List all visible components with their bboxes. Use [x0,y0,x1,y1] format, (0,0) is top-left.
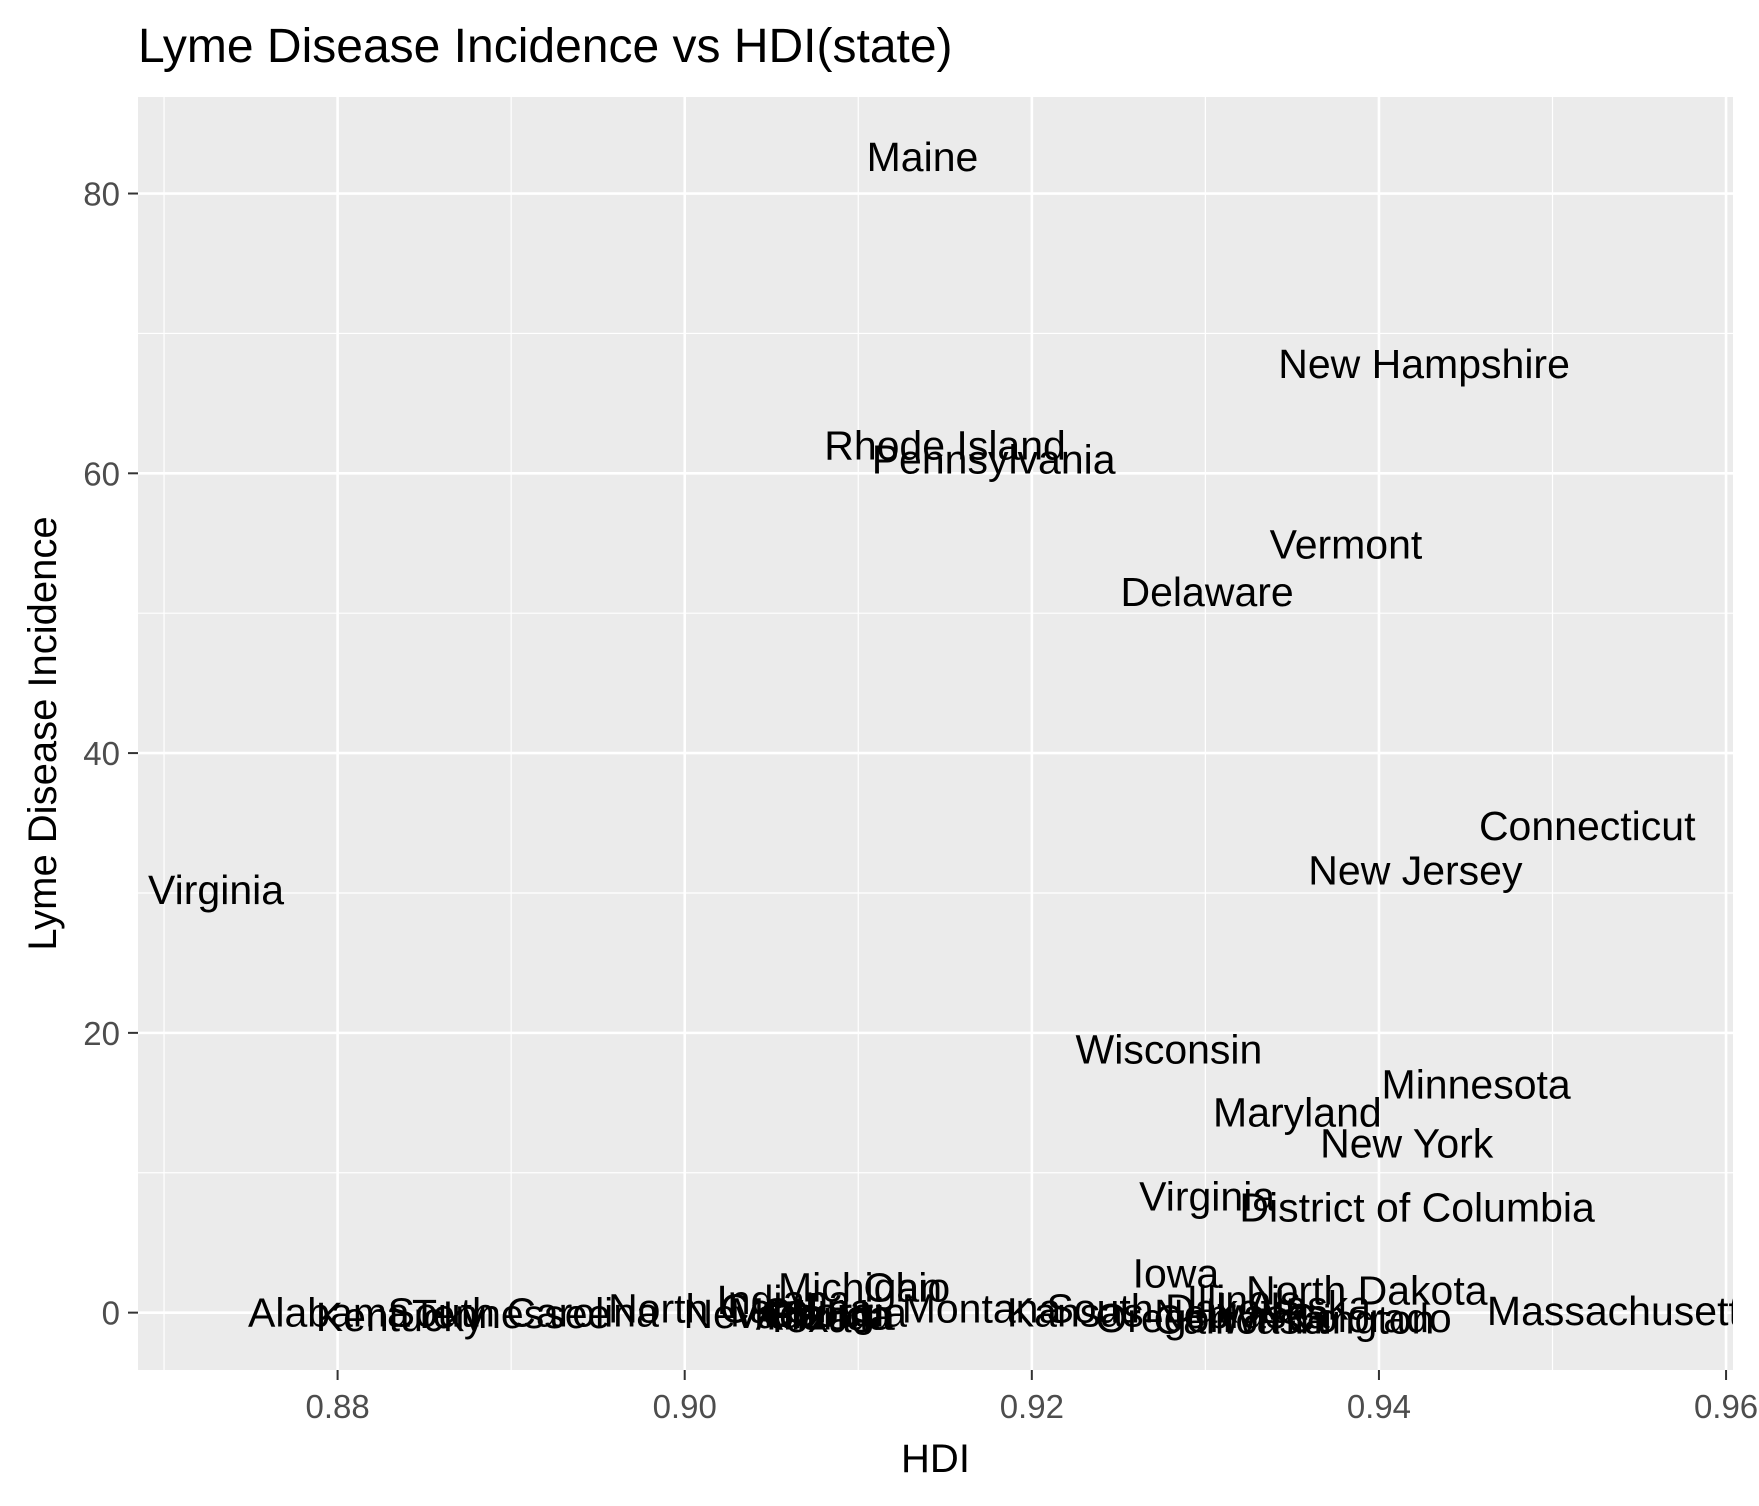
y-axis-title: Lyme Disease Incidence [21,516,65,950]
point-label: Ohio [864,1264,951,1310]
plot-panel [138,97,1733,1370]
point-label: West Virginia [44,867,284,913]
point-label: South Carolina [388,1290,659,1336]
point-label: North Dakota [1246,1267,1488,1313]
grid-lines [138,97,1733,1370]
y-tick-label: 0 [102,1295,120,1332]
point-label: South Dakota [1046,1285,1295,1331]
y-tick-label: 60 [83,455,120,492]
point-label: Maryland [1213,1090,1382,1136]
point-label: Nebraska [1154,1291,1330,1337]
point-label: Michigan [778,1264,942,1310]
point-label: Pennsylvania [872,436,1116,482]
x-tick-label: 0.92 [1000,1388,1064,1425]
y-tick-label: 40 [83,735,120,772]
y-tick-label: 20 [83,1015,120,1052]
y-tick-label: 80 [83,176,120,213]
point-label: Wisconsin [1076,1027,1263,1073]
point-label: Missouri [730,1290,883,1336]
x-tick-label: 0.88 [305,1388,369,1425]
point-label: Alaska [1248,1283,1371,1329]
point-label: Rhode Island [824,422,1066,468]
point-label: Kentucky [316,1294,485,1340]
point-label: Connecticut [1479,803,1696,849]
point-label: District of Columbia [1239,1185,1595,1231]
point-label: Texas [765,1295,872,1341]
point-label: Minnesota [1382,1062,1571,1108]
point-label: Nevada [683,1291,825,1337]
x-tick-label: 0.96 [1694,1388,1758,1425]
point-label: Washington [1219,1297,1434,1343]
x-tick-label: 0.90 [653,1388,717,1425]
point-label: North Carolina [608,1285,873,1331]
point-label: Arizona [756,1292,895,1338]
point-label: California [1153,1297,1326,1343]
x-tick-label: 0.94 [1347,1388,1411,1425]
point-label: Delaware [1121,569,1294,615]
point-label: Florida [766,1292,892,1338]
point-label: Colorado [1285,1295,1451,1341]
point-label: Georgia [761,1290,907,1336]
point-label: Tennessee [412,1291,610,1337]
point-label: Massachusetts [1487,1288,1759,1334]
point-label: New Jersey [1308,848,1523,894]
point-label: Illinois [1187,1277,1301,1323]
point-label: Iowa [1133,1250,1220,1296]
chart-title: Lyme Disease Incidence vs HDI(state) [138,20,953,73]
point-label: Indiana [716,1277,851,1323]
point-label: Virginia [1139,1174,1275,1220]
point-label: New Hampshire [1278,341,1570,387]
point-label: Oregon [1095,1295,1232,1341]
point-label: Montana [902,1285,1062,1331]
point-label: New York [1320,1120,1494,1166]
point-label: Vermont [1270,522,1423,568]
axes: 0.88 0.90 0.92 0.94 0.96 0 20 40 60 80 [83,176,1758,1425]
x-axis-title: HDI [901,1437,970,1481]
point-label: Maine [867,134,979,180]
data-labels: Maine New Hampshire Rhode IslandPennsylvan… [44,134,1759,1343]
point-label: Alabama [248,1290,410,1336]
point-label: Kansas [1007,1290,1144,1336]
